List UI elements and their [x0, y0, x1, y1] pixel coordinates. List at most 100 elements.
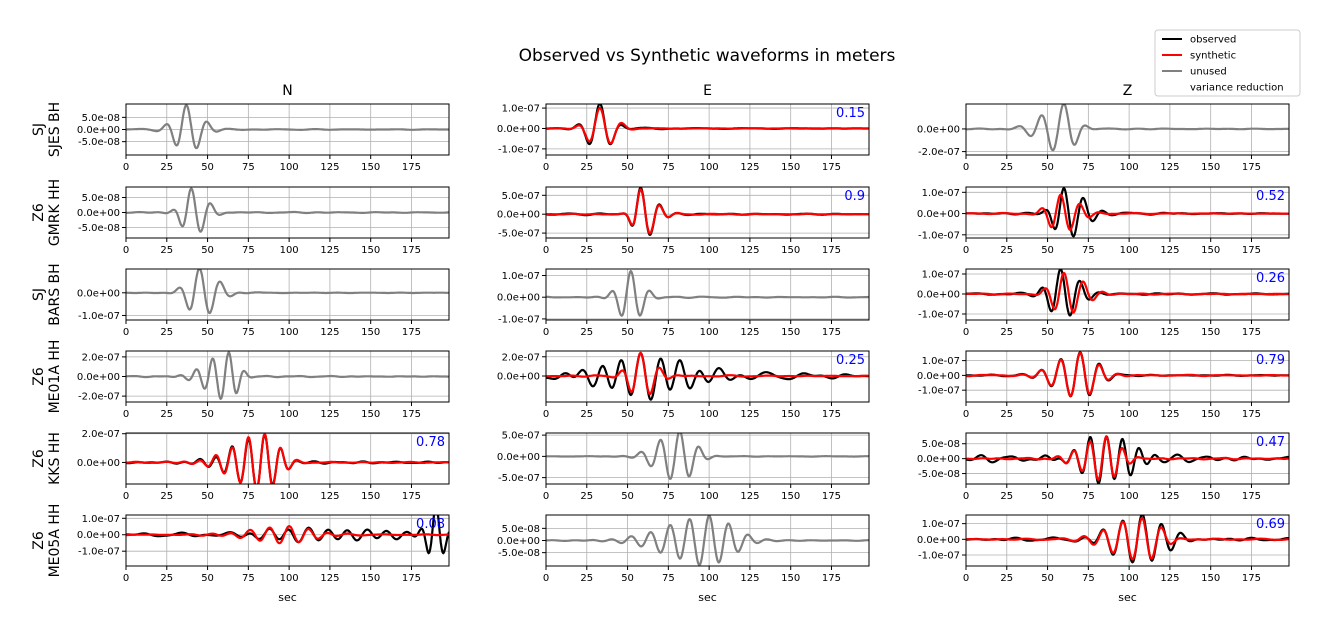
- trace-group: [966, 269, 1289, 317]
- panel-frame: [545, 432, 870, 485]
- x-axis-label: sec: [278, 591, 297, 604]
- x-tick-label: 175: [1242, 327, 1261, 338]
- x-tick-label: 0: [543, 327, 549, 338]
- row-label-network: SJ: [31, 123, 47, 136]
- panel-me05a-hh-e: 5.0e-080.0e+00-5.0e-08 0 25 50 75 100 125 150 17…: [497, 514, 870, 584]
- x-tick-label: 0: [543, 573, 549, 584]
- x-tick-label: 150: [781, 491, 800, 502]
- x-tick-label: 0: [123, 573, 129, 584]
- trace-group: [126, 104, 449, 150]
- panel-bars-bh-z: 1.0e-07 0.0e+00 -1.0e-070 25 50 75 100 125 150 17…: [917, 268, 1290, 338]
- x-tick-label: 0: [543, 409, 549, 420]
- panel-frame: [125, 268, 450, 321]
- y-tick-label: 2.0e-07: [502, 352, 540, 363]
- unused-trace: [126, 104, 449, 150]
- synthetic-trace: [966, 193, 1289, 231]
- panel-sjes-bh-n: 5.0e-080.0e+00-5.0e-08 0 25 50 75 100 125 150 17…: [77, 103, 450, 173]
- trace-group: [546, 433, 869, 480]
- y-tick-label: 0.0e+00: [497, 210, 540, 221]
- x-tick-label: 125: [1160, 409, 1179, 420]
- y-tick-label: 0.0e+00: [497, 372, 540, 383]
- y-tick-label: 5.0e-08: [922, 439, 960, 450]
- y-tick-label: -5.0e-08: [498, 548, 540, 559]
- observed-trace: [966, 269, 1289, 317]
- x-tick-label: 50: [201, 327, 214, 338]
- y-tick-label: -1.0e-07: [78, 547, 120, 558]
- trace-group: [546, 351, 869, 401]
- y-tick-label: 1.0e-07: [922, 519, 960, 530]
- row-label-station: BARS BH: [47, 263, 63, 325]
- x-tick-label: 100: [700, 327, 719, 338]
- synthetic-trace: [966, 435, 1289, 481]
- legend: observed synthetic unused variance reductio…: [1154, 29, 1301, 97]
- x-tick-label: 150: [361, 409, 380, 420]
- x-tick-label: 100: [1120, 491, 1139, 502]
- panel-me01a-hh-z: 1.0e-07 0.0e+00 -1.0e-07 0 25 50 75 100 125 150 17…: [917, 350, 1290, 420]
- y-tick-label: 0.0e+00: [77, 208, 120, 219]
- x-tick-label: 100: [700, 245, 719, 256]
- panel-frame: [125, 514, 450, 567]
- y-tick-label: -2.0e-07: [918, 147, 960, 158]
- x-tick-label: 50: [1041, 327, 1054, 338]
- x-tick-label: 50: [621, 409, 634, 420]
- y-tick-label: 0.0e+00: [77, 288, 120, 299]
- x-tick-label: 150: [1201, 409, 1220, 420]
- y-tick-label: 1.0e-07: [922, 188, 960, 199]
- x-tick-label: 100: [1120, 245, 1139, 256]
- x-tick-label: 100: [1120, 573, 1139, 584]
- x-tick-label: 0: [963, 162, 969, 173]
- y-tick-label: 0.0e+00: [497, 452, 540, 463]
- synthetic-trace: [966, 271, 1289, 314]
- y-tick-label: 0.0e+00: [77, 125, 120, 136]
- unused-trace: [126, 351, 449, 400]
- legend-label-variance-reduction: variance reduction: [1190, 83, 1284, 94]
- trace-group: [546, 515, 869, 566]
- variance-reduction-label: 0.15: [836, 106, 865, 121]
- x-tick-label: 25: [580, 327, 593, 338]
- y-tick-label: 1.0e-07: [922, 356, 960, 367]
- x-tick-label: 50: [1041, 409, 1054, 420]
- x-tick-label: 25: [1000, 245, 1013, 256]
- trace-group: [546, 270, 869, 317]
- y-tick-label: -1.0e-07: [918, 551, 960, 562]
- x-tick-label: 150: [361, 162, 380, 173]
- panel-frame: [545, 103, 870, 156]
- x-tick-label: 75: [242, 573, 255, 584]
- observed-trace: [966, 351, 1289, 398]
- y-tick-label: -5.0e-07: [498, 473, 540, 484]
- panel-gmrk-hh-e: 5.0e-07 0.0e+00 -5.0e-070 25 50 75 100 125 150 17…: [497, 186, 870, 256]
- variance-reduction-label: 0.9: [844, 189, 865, 204]
- trace-group: [546, 104, 869, 146]
- y-tick-label: 5.0e-08: [502, 524, 540, 535]
- x-tick-label: 125: [1160, 162, 1179, 173]
- x-tick-label: 0: [123, 491, 129, 502]
- y-tick-label: 0.0e+00: [917, 290, 960, 301]
- y-tick-label: 5.0e-08: [82, 113, 120, 124]
- column-title-n: N: [282, 83, 292, 99]
- x-tick-label: 100: [1120, 327, 1139, 338]
- x-tick-label: 0: [543, 162, 549, 173]
- x-tick-label: 75: [662, 245, 675, 256]
- legend-label-unused: unused: [1190, 67, 1227, 78]
- x-tick-label: 0: [123, 327, 129, 338]
- x-tick-label: 50: [1041, 245, 1054, 256]
- x-tick-label: 125: [740, 573, 759, 584]
- synthetic-trace: [966, 516, 1289, 561]
- x-tick-label: 75: [242, 409, 255, 420]
- y-tick-label: 0.0e+00: [77, 372, 120, 383]
- variance-reduction-label: 0.78: [416, 435, 445, 450]
- unused-trace: [546, 270, 869, 317]
- x-tick-label: 125: [320, 409, 339, 420]
- x-tick-label: 150: [1201, 491, 1220, 502]
- y-tick-label: 5.0e-07: [502, 191, 540, 202]
- x-tick-label: 150: [1201, 245, 1220, 256]
- x-tick-label: 50: [201, 245, 214, 256]
- x-tick-label: 100: [280, 245, 299, 256]
- x-tick-label: 0: [123, 245, 129, 256]
- y-tick-label: -5.0e-08: [78, 223, 120, 234]
- x-tick-label: 25: [160, 327, 173, 338]
- y-tick-label: -1.0e-07: [918, 310, 960, 321]
- x-tick-label: 175: [822, 162, 841, 173]
- trace-group: [966, 187, 1289, 238]
- x-tick-label: 75: [242, 327, 255, 338]
